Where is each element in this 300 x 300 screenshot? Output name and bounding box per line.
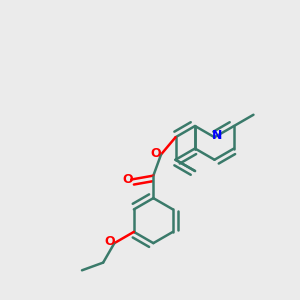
Text: O: O	[150, 147, 161, 160]
Text: O: O	[105, 235, 115, 248]
Text: N: N	[212, 129, 222, 142]
Text: O: O	[122, 173, 133, 186]
